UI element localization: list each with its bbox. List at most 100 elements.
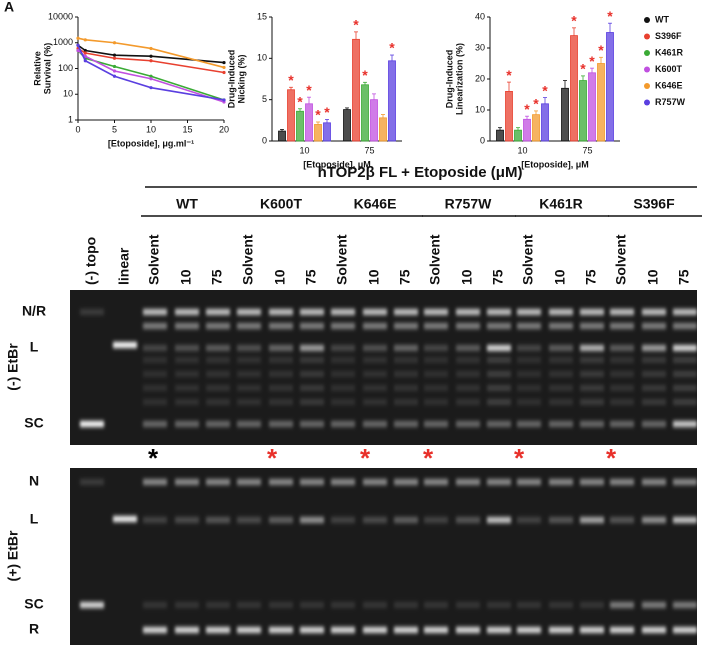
y-tick-label: 30 bbox=[475, 42, 485, 52]
gel-band bbox=[424, 309, 448, 315]
lane-label: 75 bbox=[583, 269, 599, 285]
gel-band bbox=[143, 399, 167, 405]
y-tick-label: 0 bbox=[480, 135, 485, 145]
gel-band bbox=[206, 479, 230, 485]
y-axis-label: Nicking (%) bbox=[236, 54, 246, 103]
group-label: S396F bbox=[633, 196, 675, 212]
gel-band bbox=[175, 385, 199, 391]
survival-point bbox=[149, 46, 153, 51]
gel-band bbox=[580, 399, 604, 405]
x-tick-label: 0 bbox=[75, 124, 80, 134]
bar bbox=[570, 35, 578, 142]
gel-band bbox=[363, 479, 387, 485]
gel-band bbox=[456, 323, 480, 329]
group-label: R757W bbox=[445, 196, 492, 212]
gel-band bbox=[580, 385, 604, 391]
survival-point bbox=[112, 53, 117, 57]
gel-band bbox=[673, 371, 697, 377]
gel-band bbox=[331, 399, 355, 405]
bar bbox=[541, 103, 549, 142]
gel-band bbox=[269, 421, 293, 427]
gel-band bbox=[456, 517, 480, 523]
gel-band bbox=[549, 323, 573, 329]
gel-band bbox=[237, 421, 261, 427]
gel-band bbox=[642, 602, 666, 608]
gel-band bbox=[673, 309, 697, 315]
gel-band bbox=[673, 399, 697, 405]
gel-band bbox=[300, 357, 324, 363]
gel-image bbox=[70, 468, 697, 645]
gel-band bbox=[175, 421, 199, 427]
lane-label: 75 bbox=[303, 269, 319, 285]
lane-marker: * bbox=[148, 443, 159, 473]
gel-band bbox=[206, 309, 230, 315]
legend-swatch bbox=[644, 50, 650, 56]
gel-band bbox=[394, 517, 418, 523]
gel-band bbox=[269, 517, 293, 523]
gel-band bbox=[143, 345, 167, 351]
y-tick-label: 15 bbox=[257, 11, 267, 21]
gel-band bbox=[237, 479, 261, 485]
gel-band bbox=[300, 323, 324, 329]
gel-band bbox=[487, 385, 511, 391]
gel-band bbox=[580, 517, 604, 523]
gel-band bbox=[517, 399, 541, 405]
survival-point bbox=[112, 56, 117, 60]
gel-band bbox=[487, 309, 511, 315]
lane-label: Solvent bbox=[240, 234, 256, 285]
gel-band bbox=[394, 399, 418, 405]
gel-band bbox=[642, 357, 666, 363]
x-tick-label: 75 bbox=[582, 145, 592, 155]
significance-star: * bbox=[589, 53, 595, 69]
bar bbox=[314, 124, 322, 142]
gel-band bbox=[237, 517, 261, 523]
bar bbox=[597, 63, 605, 142]
gel-band bbox=[549, 627, 573, 633]
survival-point bbox=[149, 59, 153, 63]
survival-point bbox=[222, 98, 226, 102]
gel-band bbox=[487, 517, 511, 523]
x-tick-label: 15 bbox=[182, 124, 192, 134]
bar bbox=[370, 99, 378, 142]
gel-band bbox=[206, 399, 230, 405]
gel-band bbox=[300, 309, 324, 315]
significance-star: * bbox=[533, 96, 539, 112]
gel-band bbox=[206, 357, 230, 363]
gel-band bbox=[394, 371, 418, 377]
gel-band bbox=[269, 627, 293, 633]
gel-band bbox=[175, 627, 199, 633]
gel-image bbox=[70, 290, 697, 445]
gel-band bbox=[143, 323, 167, 329]
gel-band bbox=[394, 323, 418, 329]
gel-band bbox=[113, 342, 137, 348]
gel-band bbox=[642, 421, 666, 427]
gel-band bbox=[237, 323, 261, 329]
gel-band bbox=[143, 371, 167, 377]
y-tick-label: 10 bbox=[475, 104, 485, 114]
gel-band bbox=[269, 323, 293, 329]
gel-band bbox=[394, 345, 418, 351]
bar bbox=[561, 87, 569, 142]
panel-label: A bbox=[4, 0, 14, 15]
bar bbox=[496, 129, 504, 142]
gel-band bbox=[300, 479, 324, 485]
gel-band bbox=[206, 345, 230, 351]
lane-label: 10 bbox=[366, 269, 382, 285]
significance-star: * bbox=[389, 40, 395, 56]
gel-band bbox=[456, 309, 480, 315]
lane-marker: * bbox=[514, 443, 525, 473]
gel-band bbox=[456, 602, 480, 608]
gel-band bbox=[610, 517, 634, 523]
significance-star: * bbox=[353, 17, 359, 33]
bar bbox=[305, 103, 313, 142]
gel-band bbox=[580, 421, 604, 427]
gel-band bbox=[424, 357, 448, 363]
gel-band bbox=[269, 399, 293, 405]
gel-band bbox=[206, 385, 230, 391]
gel-band bbox=[517, 627, 541, 633]
gel-band bbox=[580, 602, 604, 608]
significance-star: * bbox=[607, 8, 613, 24]
gel-band bbox=[206, 371, 230, 377]
survival-point bbox=[222, 60, 226, 65]
gel-band bbox=[80, 421, 104, 427]
